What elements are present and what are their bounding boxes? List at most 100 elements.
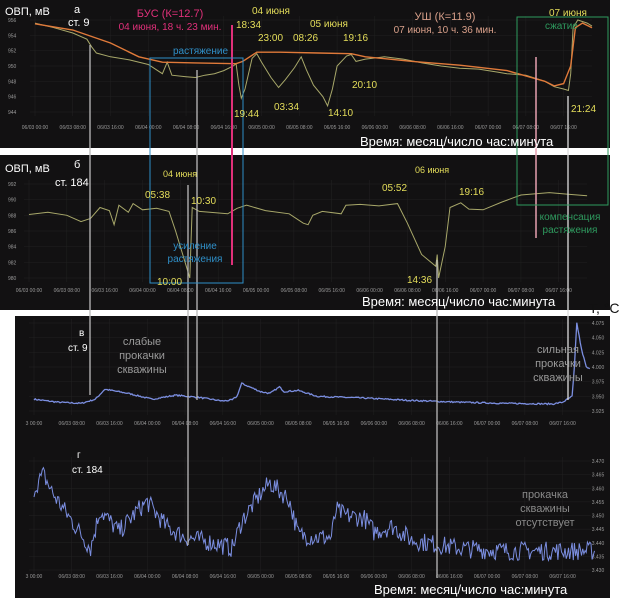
- y-tick-label: 944: [8, 110, 17, 116]
- x-tick-label: 06/06 16:00: [436, 421, 463, 427]
- compress-box: [516, 16, 609, 206]
- stretch-box: [149, 57, 244, 284]
- x-tick-label: 06/03 16:00: [96, 421, 123, 427]
- x-tick-label: 06/05 16:00: [323, 421, 350, 427]
- weak-pumping-note: слабые прокачки скважины: [117, 336, 167, 376]
- x-tick-label: 06/05 00:00: [248, 125, 275, 131]
- y-tick-label: 4.050: [592, 336, 605, 342]
- y-tick-label: 948: [8, 79, 17, 85]
- x-tick-label: 06/07 16:00: [549, 421, 576, 427]
- time-label: 05:38: [145, 190, 170, 201]
- x-tick-label: 06/05 16:00: [324, 125, 351, 131]
- ush-title: УШ (К=11.9): [415, 11, 476, 23]
- x-tick-label: 06/04 08:00: [172, 574, 199, 580]
- x-tick-label: 06/07 08:00: [508, 288, 535, 294]
- time-label: 18:34: [236, 20, 261, 31]
- note-line: скважины: [520, 503, 570, 515]
- panel-b-letter: б: [74, 159, 80, 171]
- y-tick-label: 988: [8, 213, 17, 219]
- panel-a-time-labels: 04 июня 18:34 23:00 08:26 05 июня 19:16 …: [234, 6, 596, 120]
- series-line-T-ст.-184: [33, 466, 595, 562]
- series-line-ОВП-ст.-9: [34, 19, 593, 108]
- y-tick-label: 4.075: [592, 321, 605, 327]
- x-tick-label: 06/05 16:00: [323, 574, 350, 580]
- date-label: 04 июня: [163, 169, 197, 179]
- time-label: 21:24: [571, 104, 596, 115]
- note-line: скважины: [117, 364, 167, 376]
- x-tick-label: 06/06 16:00: [436, 574, 463, 580]
- x-tick-label: 06/03 08:00: [59, 421, 86, 427]
- panel-c-station: ст. 9: [68, 343, 88, 354]
- y-tick-label: 982: [8, 260, 17, 266]
- time-label: 03:34: [274, 102, 299, 113]
- enhance-label: растяжения: [168, 254, 223, 265]
- x-tick-label: 06/06 08:00: [398, 421, 425, 427]
- panel-a-letter: а: [74, 4, 81, 16]
- y-tick-label: 950: [8, 64, 17, 70]
- x-tick-label: 06/03 08:00: [54, 288, 81, 294]
- note-line: отсутствует: [515, 517, 574, 529]
- series-layer: [28, 19, 595, 562]
- time-label: 05:52: [382, 183, 407, 194]
- x-tick-label: 06/04 08:00: [167, 288, 194, 294]
- annotation-lines: [89, 16, 609, 578]
- time-label: 19:16: [459, 187, 484, 198]
- x-tick-label: 06/03 08:00: [59, 574, 86, 580]
- x-tick-label: 06/07 00:00: [474, 421, 501, 427]
- bus-title: БУС (К=12.7): [137, 8, 204, 20]
- x-tick-label: 3 00:00: [26, 421, 43, 427]
- y-tick-label: 4.025: [592, 350, 605, 356]
- compensation-label: компенсация: [540, 212, 601, 223]
- x-tick-label: 06/04 00:00: [134, 421, 161, 427]
- x-tick-label: 06/04 16:00: [205, 288, 232, 294]
- panel-b-station: ст. 184: [55, 177, 89, 189]
- x-tick-label: 06/04 16:00: [210, 574, 237, 580]
- x-tick-label: 06/07 16:00: [549, 574, 576, 580]
- panel-a-ylabel: ОВП, мВ: [5, 6, 50, 18]
- time-label: 19:44: [234, 109, 259, 120]
- x-tick-label: 06/06 00:00: [356, 288, 383, 294]
- y-tick-label: 4.000: [592, 365, 605, 371]
- x-tick-label: 06/04 00:00: [135, 125, 162, 131]
- y-tick-label: 3.975: [592, 380, 605, 386]
- x-tick-label: 06/03 00:00: [16, 288, 43, 294]
- x-tick-label: 06/05 00:00: [247, 574, 274, 580]
- x-tick-label: 06/07 08:00: [513, 125, 540, 131]
- time-label: 19:16: [343, 33, 368, 44]
- x-tick-label: 3 00:00: [26, 574, 43, 580]
- y-tick-label: 3.950: [592, 394, 605, 400]
- time-label: 10:30: [191, 196, 216, 207]
- panel-b-xlabel: Время: месяц/число час:минута: [362, 294, 556, 309]
- panel-d-letter: г: [77, 450, 81, 461]
- y-tick-label: 986: [8, 229, 17, 235]
- y-tick-label: 946: [8, 95, 17, 101]
- y-tick-label: 3.435: [592, 554, 605, 560]
- x-tick-label: 06/04 00:00: [129, 288, 156, 294]
- x-tick-label: 06/05 16:00: [319, 288, 346, 294]
- bus-time: 04 июня, 18 ч. 23 мин.: [119, 22, 222, 33]
- y-tick-label: 980: [8, 276, 17, 282]
- x-tick-label: 06/07 08:00: [512, 421, 539, 427]
- grid: [24, 16, 592, 574]
- x-tick-label: 06/05 00:00: [247, 421, 274, 427]
- x-tick-label: 06/07 00:00: [475, 125, 502, 131]
- date-label: 05 июня: [310, 19, 348, 30]
- y-tick-label: 3.470: [592, 459, 605, 465]
- x-tick-label: 06/03 08:00: [60, 125, 87, 131]
- time-label: 14:36: [407, 275, 432, 286]
- x-tick-label: 06/06 00:00: [361, 574, 388, 580]
- x-tick-label: 06/07 00:00: [470, 288, 497, 294]
- x-tick-label: 06/06 16:00: [437, 125, 464, 131]
- panel-a-station: ст. 9: [68, 17, 90, 29]
- no-pumping-note: прокачка скважины отсутствует: [515, 489, 574, 529]
- x-tick-label: 06/04 16:00: [210, 421, 237, 427]
- time-label: 14:10: [328, 108, 353, 119]
- series-line-тренд: [34, 22, 593, 87]
- panel-c-letter: в: [79, 328, 84, 339]
- y-tick-label: 952: [8, 49, 17, 55]
- stretch-label: растяжение: [173, 46, 228, 57]
- x-tick-label: 06/06 16:00: [432, 288, 459, 294]
- y-tick-label: 3.460: [592, 486, 605, 492]
- y-tick-label: 956: [8, 18, 17, 24]
